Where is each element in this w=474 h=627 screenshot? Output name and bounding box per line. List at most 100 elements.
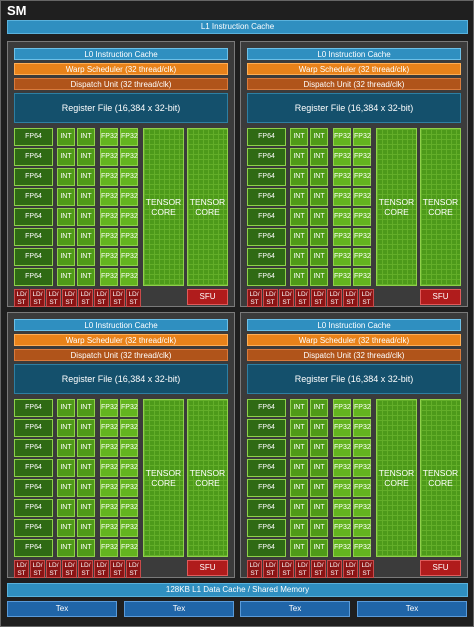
warp-scheduler: Warp Scheduler (32 thread/clk)	[14, 334, 228, 346]
ld-st-unit: LD/ST	[343, 289, 358, 307]
ld-st-unit: LD/ST	[78, 289, 93, 307]
sfu-unit: SFU	[420, 289, 461, 305]
ld-st-label-line1: LD/	[32, 562, 43, 569]
ld-st-label-line1: LD/	[265, 562, 276, 569]
int-unit: INT	[290, 148, 308, 166]
ld-st-unit: LD/ST	[110, 289, 125, 307]
int-unit: INT	[290, 168, 308, 186]
int-unit: INT	[57, 168, 75, 186]
ld-st-label-line2: ST	[97, 570, 106, 577]
ld-st-label-line1: LD/	[16, 291, 27, 298]
fp32-unit: FP32	[353, 479, 371, 497]
fp32-unit: FP32	[333, 168, 351, 186]
fp64-unit: FP64	[14, 228, 53, 246]
ld-st-label-line1: LD/	[249, 562, 260, 569]
tensor-core-label-line1: TENSOR	[145, 468, 182, 478]
tensor-core-grid	[377, 129, 416, 285]
int-unit: INT	[310, 268, 328, 286]
ld-st-unit: LD/ST	[46, 560, 61, 578]
ld-st-label-line2: ST	[282, 299, 291, 306]
ld-st-label-line2: ST	[362, 299, 371, 306]
l0-instruction-cache: L0 Instruction Cache	[14, 319, 228, 331]
warp-scheduler: Warp Scheduler (32 thread/clk)	[247, 63, 461, 75]
ld-st-label-line2: ST	[49, 570, 58, 577]
fp32-unit: FP32	[120, 479, 138, 497]
int-unit: INT	[290, 539, 308, 557]
ld-st-label-line2: ST	[113, 570, 122, 577]
fp32-unit: FP32	[120, 188, 138, 206]
ld-st-label-line2: ST	[129, 570, 138, 577]
fp32-unit: FP32	[353, 148, 371, 166]
ld-st-label-line1: LD/	[128, 291, 139, 298]
ld-st-label-line2: ST	[346, 570, 355, 577]
int-unit: INT	[290, 399, 308, 417]
fp32-unit: FP32	[333, 248, 351, 266]
tensor-core: TENSOR CORE	[376, 399, 417, 557]
warp-scheduler: Warp Scheduler (32 thread/clk)	[247, 334, 461, 346]
fp64-unit: FP64	[14, 479, 53, 497]
fp64-unit: FP64	[14, 268, 53, 286]
ld-st-label-line1: LD/	[345, 291, 356, 298]
fp32-unit: FP32	[120, 228, 138, 246]
fp64-unit: FP64	[14, 208, 53, 226]
fp64-unit: FP64	[247, 499, 286, 517]
fp64-unit: FP64	[247, 399, 286, 417]
tensor-core: TENSOR CORE	[376, 128, 417, 286]
fp32-unit: FP32	[120, 419, 138, 437]
fp64-unit: FP64	[247, 439, 286, 457]
fp32-unit: FP32	[120, 439, 138, 457]
int-unit: INT	[57, 419, 75, 437]
fp32-unit: FP32	[333, 228, 351, 246]
int-unit: INT	[290, 519, 308, 537]
ld-st-label-line2: ST	[362, 570, 371, 577]
fp32-unit: FP32	[353, 519, 371, 537]
ld-st-label-line2: ST	[346, 299, 355, 306]
dispatch-unit: Dispatch Unit (32 thread/clk)	[14, 349, 228, 361]
ld-st-label-line2: ST	[330, 570, 339, 577]
dispatch-unit: Dispatch Unit (32 thread/clk)	[247, 78, 461, 90]
fp32-unit: FP32	[100, 459, 118, 477]
tensor-core: TENSOR CORE	[143, 128, 184, 286]
tensor-core-grid	[144, 129, 183, 285]
int-unit: INT	[290, 479, 308, 497]
int-unit: INT	[57, 208, 75, 226]
fp64-unit: FP64	[247, 148, 286, 166]
ld-st-label-line2: ST	[97, 299, 106, 306]
fp32-unit: FP32	[100, 539, 118, 557]
int-unit: INT	[57, 479, 75, 497]
fp32-unit: FP32	[353, 208, 371, 226]
ld-st-label-line1: LD/	[96, 291, 107, 298]
fp32-unit: FP32	[353, 248, 371, 266]
ld-st-unit: LD/ST	[110, 560, 125, 578]
ld-st-label-line2: ST	[33, 570, 42, 577]
ld-st-unit: LD/ST	[327, 560, 342, 578]
int-unit: INT	[310, 128, 328, 146]
fp64-unit: FP64	[247, 539, 286, 557]
tensor-core-grid	[421, 400, 460, 556]
tensor-core-label: TENSOR CORE	[188, 197, 227, 217]
int-unit: INT	[310, 419, 328, 437]
int-unit: INT	[310, 188, 328, 206]
ld-st-unit: LD/ST	[78, 560, 93, 578]
ld-st-label-line1: LD/	[313, 291, 324, 298]
fp64-unit: FP64	[247, 128, 286, 146]
ld-st-label-line1: LD/	[297, 562, 308, 569]
ld-st-unit: LD/ST	[30, 560, 45, 578]
shared-memory: 128KB L1 Data Cache / Shared Memory	[7, 583, 468, 597]
ld-st-label-line2: ST	[17, 299, 26, 306]
fp64-unit: FP64	[14, 128, 53, 146]
ld-st-label-line1: LD/	[80, 291, 91, 298]
int-unit: INT	[310, 439, 328, 457]
ld-st-label-line2: ST	[81, 299, 90, 306]
int-unit: INT	[57, 148, 75, 166]
int-unit: INT	[77, 168, 95, 186]
fp32-unit: FP32	[333, 499, 351, 517]
tensor-core-label: TENSOR CORE	[421, 468, 460, 488]
int-unit: INT	[310, 519, 328, 537]
fp32-unit: FP32	[120, 168, 138, 186]
tensor-core-label-line2: CORE	[384, 478, 409, 488]
fp32-unit: FP32	[333, 208, 351, 226]
fp32-unit: FP32	[120, 148, 138, 166]
fp32-unit: FP32	[353, 499, 371, 517]
